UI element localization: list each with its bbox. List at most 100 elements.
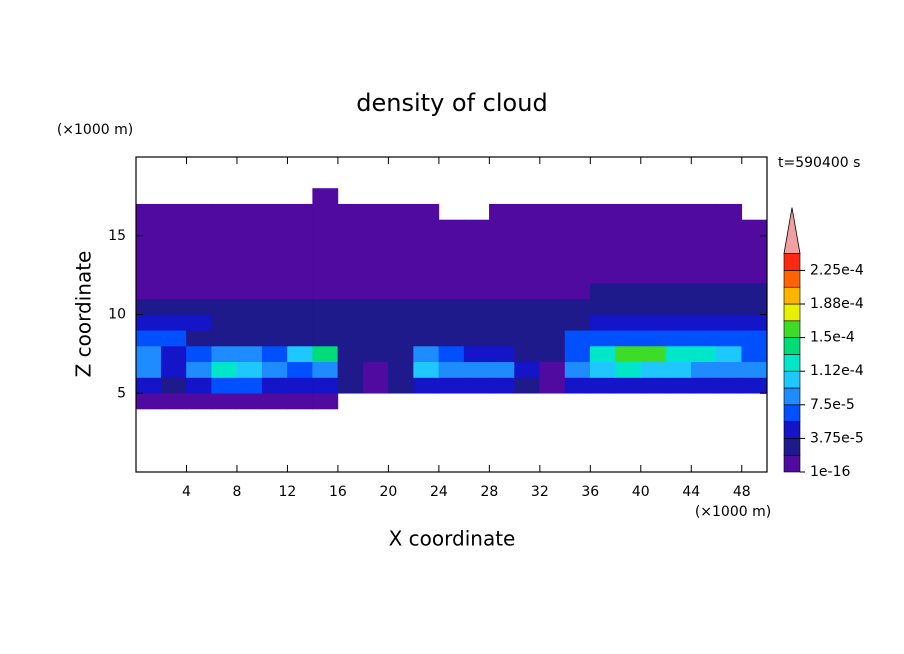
contour-cell [741, 235, 768, 252]
contour-cell [261, 235, 288, 252]
contour-cell [160, 298, 187, 315]
x-tick-label: 12 [279, 484, 297, 500]
colorbar-band [783, 354, 801, 372]
contour-cell [413, 219, 440, 237]
contour-cell [337, 282, 364, 300]
contour-cell [211, 235, 238, 252]
contour-cell [489, 298, 515, 315]
contour-cell [211, 266, 238, 284]
contour-cell [312, 329, 339, 347]
contour-cell [590, 377, 616, 394]
contour-cell [337, 298, 364, 315]
contour-cell [388, 361, 414, 378]
contour-cell [438, 377, 465, 394]
contour-cell [690, 282, 717, 300]
colorbar-band [783, 303, 801, 322]
contour-cell [261, 361, 288, 378]
contour-cell [388, 345, 414, 363]
contour-cell [590, 282, 616, 300]
contour-cell [716, 219, 743, 237]
contour-cell [590, 266, 616, 284]
contour-cell [337, 377, 364, 394]
contour-cell [160, 314, 187, 331]
contour-cell [211, 377, 238, 394]
contour-cell [539, 251, 566, 268]
contour-cell [388, 282, 414, 300]
contour-cell [261, 266, 288, 284]
contour-cell [615, 345, 642, 363]
contour-cell [590, 219, 616, 237]
contour-cell [236, 329, 263, 347]
contour-cell [287, 203, 313, 221]
contour-cell [160, 266, 187, 284]
contour-cell [261, 251, 288, 268]
contour-cell [665, 314, 692, 331]
contour-cell [312, 377, 339, 394]
contour-cell [236, 314, 263, 331]
contour-cell [337, 361, 364, 378]
contour-cell [160, 361, 187, 378]
contour-cell [463, 314, 490, 331]
contour-cell [388, 219, 414, 237]
colorbar-band [783, 270, 801, 288]
contour-cell [514, 329, 541, 347]
contour-cell [514, 345, 541, 363]
contour-cell [287, 361, 313, 378]
contour-cell [312, 219, 339, 237]
x-tick-label: 8 [232, 484, 241, 500]
contour-cell [514, 314, 541, 331]
contour-cell [413, 377, 440, 394]
x-tick-label: 4 [182, 484, 191, 500]
contour-cell [438, 361, 465, 378]
contour-cell [337, 314, 364, 331]
contour-cell [388, 329, 414, 347]
contour-cell [539, 361, 566, 378]
contour-cell [261, 392, 288, 410]
contour-cell [211, 203, 238, 221]
contour-cell [564, 345, 591, 363]
contour-cell [564, 361, 591, 378]
contour-cell [564, 219, 591, 237]
contour-cell [186, 219, 213, 237]
contour-cell [261, 298, 288, 315]
contour-cell [388, 377, 414, 394]
contour-cell [564, 251, 591, 268]
contour-cell [615, 266, 642, 284]
contour-cell [463, 377, 490, 394]
contour-cell [287, 251, 313, 268]
contour-cell [211, 329, 238, 347]
contour-cell [135, 219, 162, 237]
contour-cell [489, 282, 515, 300]
contour-cell [160, 219, 187, 237]
contour-cell [312, 392, 339, 410]
contour-cell [640, 345, 667, 363]
contour-cell [362, 329, 389, 347]
contour-cell [690, 377, 717, 394]
contour-cell [337, 251, 364, 268]
contour-cell [564, 266, 591, 284]
contour-cell [690, 266, 717, 284]
contour-cell [615, 329, 642, 347]
contour-cell [438, 219, 465, 237]
x-tick-label: 24 [430, 484, 448, 500]
x-tick-label: 32 [531, 484, 549, 500]
x-tick-label: 44 [682, 484, 700, 500]
contour-cell [261, 377, 288, 394]
contour-cell [160, 203, 187, 221]
x-axis-label: X coordinate [389, 527, 516, 551]
contour-cell [413, 251, 440, 268]
contour-cell [135, 298, 162, 315]
contour-cell [590, 251, 616, 268]
contour-cell [388, 251, 414, 268]
contour-cell [514, 219, 541, 237]
contour-cell [690, 203, 717, 221]
contour-cell [236, 266, 263, 284]
y-tick-label: 5 [117, 385, 126, 401]
contour-cell [514, 235, 541, 252]
contour-cell [312, 235, 339, 252]
colorbar-band [783, 253, 801, 271]
contour-cell [489, 251, 515, 268]
contour-cell [287, 377, 313, 394]
contour-cell [236, 235, 263, 252]
